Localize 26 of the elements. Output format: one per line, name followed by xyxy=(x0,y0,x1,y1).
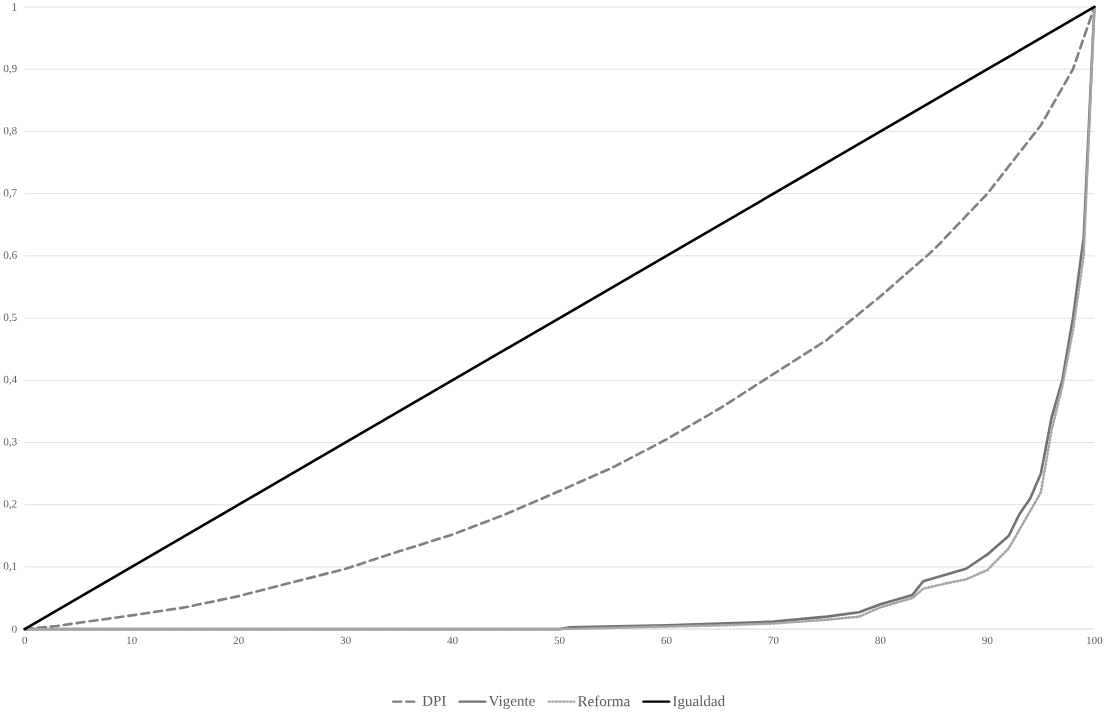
y-tick-label: 0 xyxy=(12,625,17,633)
x-tick-label: 20 xyxy=(233,636,244,645)
x-tick-label: 50 xyxy=(554,636,565,645)
y-tick-label: 0,5 xyxy=(3,313,17,323)
x-tick-label: 90 xyxy=(982,636,993,645)
x-tick-label: 40 xyxy=(447,636,458,645)
x-tick-label: 80 xyxy=(875,636,886,645)
x-tick-label: 10 xyxy=(127,636,137,645)
legend-label: Vigente xyxy=(488,696,535,710)
y-tick-label: 0,3 xyxy=(3,438,17,448)
x-tick-label: 0 xyxy=(22,636,28,645)
y-tick-label: 0,1 xyxy=(3,562,17,572)
legend-label: DPI xyxy=(422,696,446,706)
legend-label: Igualdad xyxy=(672,695,725,710)
x-tick-label: 60 xyxy=(661,636,672,645)
x-tick-label: 70 xyxy=(768,636,779,645)
y-tick-label: 0,8 xyxy=(3,127,17,137)
y-tick-label: 1 xyxy=(12,3,17,11)
y-tick-label: 0,2 xyxy=(3,500,17,510)
y-tick-label: 0,9 xyxy=(3,64,17,74)
x-tick-label: 100 xyxy=(1087,636,1103,645)
x-tick-label: 30 xyxy=(340,636,351,645)
legend-label: Reforma xyxy=(577,695,631,707)
y-tick-label: 0,4 xyxy=(3,375,17,385)
y-tick-label: 0,6 xyxy=(3,251,17,261)
y-tick-label: 0,7 xyxy=(3,189,17,199)
